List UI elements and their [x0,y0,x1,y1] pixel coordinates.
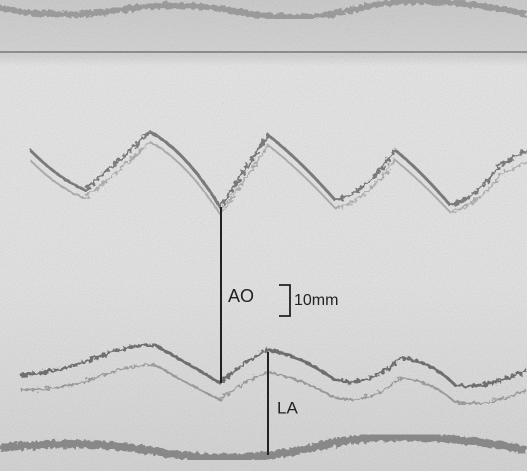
ao-label: AO [228,286,254,306]
scale-label: 10mm [294,292,338,309]
echocardiogram: AO 10mm LA [0,0,527,471]
la-label: LA [277,398,298,417]
grain [0,0,527,471]
